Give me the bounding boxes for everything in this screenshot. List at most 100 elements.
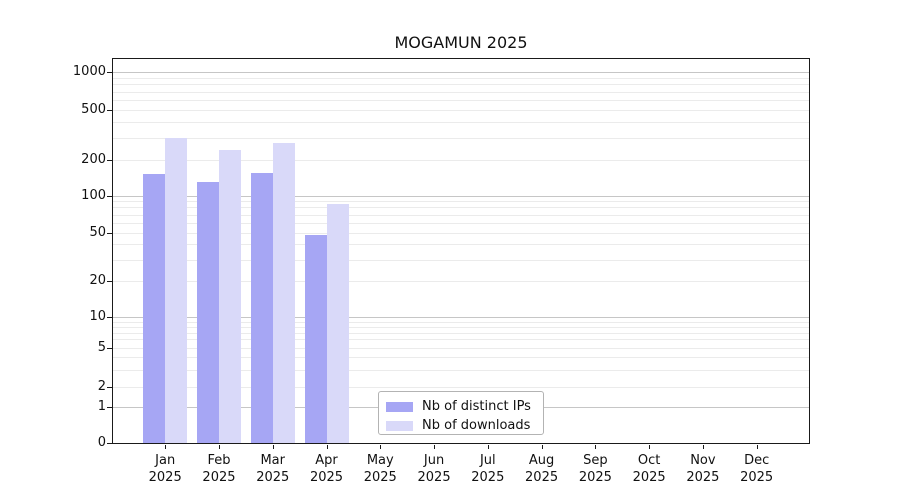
- legend: Nb of distinct IPs Nb of downloads: [378, 391, 544, 435]
- legend-item-downloads: Nb of downloads: [386, 416, 543, 435]
- gridline-major-100: [113, 195, 809, 197]
- x-tick-label-year: 2025: [363, 470, 397, 485]
- gridline-minor-700: [113, 91, 809, 93]
- gridline-minor-20: [113, 281, 809, 282]
- x-tick-label-month: May: [366, 453, 394, 468]
- y-tick-label-1: 1: [97, 399, 106, 414]
- legend-swatch-distinct-ips: [386, 401, 413, 412]
- gridline-minor-500: [113, 110, 809, 111]
- x-tick-label-may: May 2025: [348, 452, 412, 486]
- gridline-minor-5: [113, 347, 809, 349]
- y-tick-200: [107, 159, 112, 161]
- gridline-minor-9: [113, 321, 809, 323]
- gridline-minor-4: [113, 357, 809, 359]
- legend-item-distinct-ips: Nb of distinct IPs: [386, 397, 543, 416]
- gridline-major-1000: [113, 72, 809, 73]
- x-tick-label-aug: Aug 2025: [510, 452, 574, 486]
- y-tick-label-1000: 1000: [72, 64, 106, 79]
- y-tick-0: [107, 443, 112, 444]
- x-tick-apr: [326, 445, 328, 449]
- x-tick-label-jan: Jan 2025: [133, 452, 197, 486]
- gridline-minor-800: [113, 84, 809, 86]
- y-tick-label-50: 50: [89, 224, 106, 240]
- legend-label-distinct-ips: Nb of distinct IPs: [422, 399, 531, 414]
- bar-nb-of-distinct-ips-feb: [196, 181, 219, 443]
- gridline-minor-6: [113, 339, 809, 341]
- legend-swatch-downloads: [386, 420, 413, 431]
- x-tick-jun: [434, 445, 436, 449]
- x-tick-label-month: Mar: [260, 453, 285, 468]
- x-tick-label-mar: Mar 2025: [241, 452, 305, 486]
- x-tick-label-jun: Jun 2025: [402, 452, 466, 486]
- x-tick-label-oct: Oct 2025: [617, 452, 681, 486]
- x-tick-dec: [756, 445, 758, 449]
- gridline-minor-2: [113, 387, 809, 388]
- x-tick-label-year: 2025: [578, 470, 612, 485]
- x-tick-jan: [165, 445, 167, 449]
- plot-area: [112, 58, 810, 444]
- x-tick-sep: [595, 445, 597, 449]
- y-tick-20: [107, 281, 112, 282]
- y-tick-label-2: 2: [97, 379, 106, 394]
- x-tick-label-year: 2025: [309, 470, 344, 485]
- gridline-minor-7: [113, 332, 809, 334]
- x-tick-oct: [649, 445, 651, 449]
- y-tick-500: [107, 110, 112, 111]
- y-tick-label-20: 20: [89, 273, 106, 288]
- x-tick-label-month: Jul: [479, 453, 496, 468]
- y-tick-5: [107, 347, 112, 349]
- gridline-minor-50: [113, 232, 809, 234]
- x-tick-label-year: 2025: [686, 470, 720, 485]
- x-tick-label-nov: Nov 2025: [671, 452, 735, 486]
- y-tick-100: [107, 195, 112, 197]
- x-tick-label-year: 2025: [202, 470, 236, 485]
- legend-label-downloads: Nb of downloads: [422, 418, 531, 433]
- bar-nb-of-downloads-jan: [165, 137, 188, 443]
- x-tick-label-month: Oct: [637, 453, 661, 468]
- gridline-minor-600: [113, 100, 809, 101]
- x-tick-nov: [702, 445, 704, 449]
- bar-nb-of-distinct-ips-mar: [250, 172, 273, 443]
- gridline-minor-90: [113, 201, 809, 203]
- y-tick-1: [107, 407, 112, 408]
- x-tick-mar: [272, 445, 274, 449]
- y-tick-label-100: 100: [81, 187, 106, 203]
- x-tick-label-feb: Feb 2025: [187, 452, 251, 486]
- gridline-major-10: [113, 317, 809, 318]
- y-tick-label-10: 10: [89, 309, 106, 324]
- x-tick-label-month: Feb: [207, 453, 231, 468]
- y-tick-label-200: 200: [81, 151, 106, 167]
- x-tick-feb: [218, 445, 220, 449]
- x-tick-label-year: 2025: [471, 470, 505, 485]
- x-tick-aug: [541, 445, 543, 449]
- gridline-minor-300: [113, 137, 809, 139]
- gridline-minor-200: [113, 159, 809, 161]
- gridline-minor-40: [113, 244, 809, 246]
- gridline-minor-70: [113, 214, 809, 216]
- x-tick-label-dec: Dec 2025: [725, 452, 789, 486]
- bar-nb-of-downloads-mar: [272, 143, 295, 443]
- gridline-minor-400: [113, 122, 809, 124]
- gridline-minor-80: [113, 207, 809, 209]
- y-tick-label-0: 0: [97, 435, 106, 450]
- x-tick-label-month: Jun: [423, 453, 445, 468]
- x-tick-label-year: 2025: [148, 470, 182, 485]
- x-tick-label-month: Jan: [155, 453, 176, 468]
- gridline-minor-30: [113, 259, 809, 261]
- y-tick-1000: [107, 72, 112, 73]
- x-tick-label-year: 2025: [417, 470, 451, 485]
- x-tick-label-apr: Apr 2025: [295, 452, 359, 486]
- chart-title: MOGAMUN 2025: [394, 33, 528, 52]
- gridline-minor-900: [113, 77, 809, 79]
- x-tick-may: [380, 445, 382, 449]
- x-tick-label-month: Aug: [528, 453, 555, 468]
- x-tick-label-month: Nov: [690, 453, 716, 468]
- x-tick-jul: [487, 445, 489, 449]
- gridline-minor-8: [113, 326, 809, 328]
- x-tick-label-month: Dec: [744, 453, 770, 468]
- x-tick-label-month: Apr: [315, 453, 338, 468]
- y-tick-2: [107, 387, 112, 388]
- bar-nb-of-downloads-feb: [218, 149, 241, 443]
- x-tick-label-year: 2025: [632, 470, 666, 485]
